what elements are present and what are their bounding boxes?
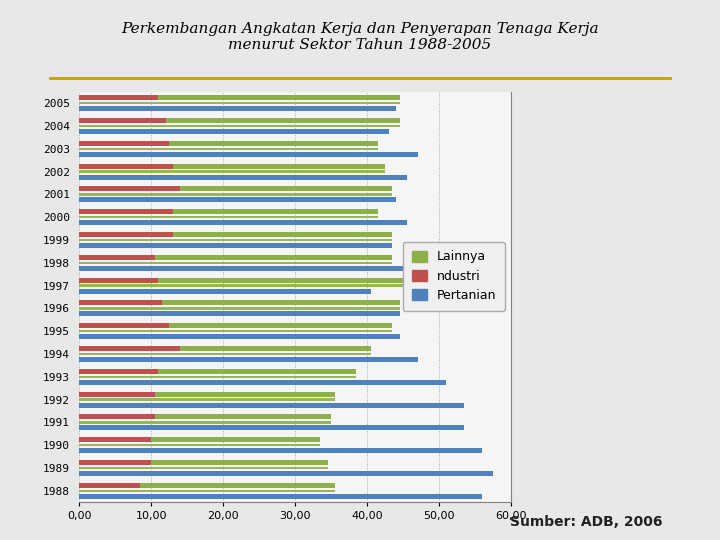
Bar (79, 494, 482, 499)
Bar (79, 266, 407, 271)
Legend: Lainnya, ndustri, Pertanian: Lainnya, ndustri, Pertanian (403, 242, 505, 310)
Bar (79, 255, 155, 260)
Bar (79, 118, 400, 123)
Bar (79, 437, 151, 442)
Bar (79, 147, 378, 150)
Bar (79, 125, 400, 127)
Bar (79, 164, 173, 168)
Bar (79, 164, 385, 168)
Bar (79, 375, 356, 378)
Bar (79, 490, 335, 492)
Bar (79, 239, 392, 241)
Bar (79, 392, 335, 397)
Bar (79, 448, 482, 453)
Bar (79, 323, 392, 328)
Bar (79, 380, 446, 385)
Bar (79, 232, 392, 237)
Bar (79, 402, 464, 408)
Bar (79, 353, 371, 355)
Bar (79, 300, 400, 306)
Bar (79, 141, 378, 146)
Bar (79, 414, 331, 420)
Bar (79, 141, 169, 146)
Bar (79, 307, 400, 309)
Bar (79, 174, 407, 180)
Bar (79, 312, 400, 316)
Bar (79, 220, 407, 225)
Bar (79, 209, 173, 214)
Bar (79, 437, 320, 442)
Bar (79, 414, 155, 420)
Bar (79, 323, 169, 328)
Text: Sumber: ADB, 2006: Sumber: ADB, 2006 (510, 515, 662, 529)
Bar (79, 346, 180, 351)
Bar (79, 330, 392, 333)
Bar (79, 357, 418, 362)
Bar (79, 421, 331, 424)
Bar (79, 255, 392, 260)
Bar (79, 232, 173, 237)
Bar (79, 426, 464, 430)
Bar (79, 193, 392, 195)
Bar (79, 392, 155, 397)
Bar (79, 197, 396, 202)
Bar (79, 444, 320, 447)
Bar (79, 334, 400, 339)
Bar (79, 243, 392, 248)
Bar (79, 170, 385, 173)
Bar (79, 460, 151, 465)
Bar (79, 209, 378, 214)
Bar (79, 102, 400, 104)
Bar (79, 483, 335, 488)
Bar (79, 129, 389, 134)
Bar (79, 118, 166, 123)
Bar (79, 152, 418, 157)
Bar (79, 278, 158, 282)
Bar (79, 106, 396, 111)
Bar (79, 369, 158, 374)
Bar (79, 95, 158, 100)
Bar (79, 288, 371, 294)
Bar (79, 186, 392, 192)
Bar (79, 261, 392, 264)
Bar (79, 483, 140, 488)
Bar (79, 471, 493, 476)
Bar (79, 186, 180, 192)
Bar (79, 460, 328, 465)
Bar (79, 399, 335, 401)
Bar (79, 300, 162, 306)
Bar (79, 285, 418, 287)
Bar (79, 369, 356, 374)
Text: Perkembangan Angkatan Kerja dan Penyerapan Tenaga Kerja
menurut Sektor Tahun 198: Perkembangan Angkatan Kerja dan Penyerap… (121, 22, 599, 52)
Bar (79, 216, 378, 219)
Bar (79, 278, 418, 282)
Bar (79, 346, 371, 351)
Bar (79, 95, 400, 100)
Bar (79, 467, 328, 469)
